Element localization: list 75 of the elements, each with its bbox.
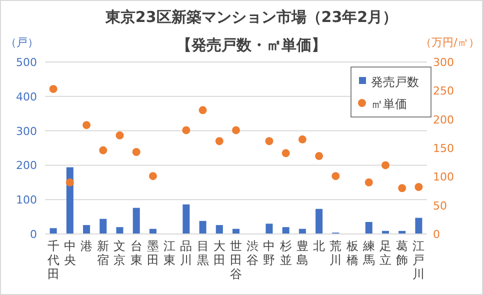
x-tick-label: 目黒: [196, 239, 209, 267]
x-tick-label: 大田: [213, 239, 226, 267]
point: [182, 126, 190, 134]
x-tick-label: 台東: [130, 239, 142, 267]
x-tick-label: 足立: [379, 239, 392, 267]
x-tick-label: 杉並: [278, 239, 292, 267]
point: [116, 131, 124, 140]
point: [215, 137, 224, 146]
point: [198, 106, 207, 114]
point: [315, 152, 324, 160]
y-tick-label: 300: [16, 124, 37, 138]
bar: [365, 222, 372, 234]
bar: [216, 225, 223, 234]
point: [132, 148, 140, 156]
x-tick-label: 港: [80, 239, 93, 253]
bar: [83, 225, 90, 234]
y-tick-label: 200: [16, 159, 37, 172]
point: [148, 172, 157, 180]
point: [298, 135, 306, 144]
chart-subtitle: 【発売戸数・㎡単価】: [176, 36, 326, 54]
y2-tick-label: 150: [433, 142, 454, 155]
x-tick-label: 新宿: [97, 239, 110, 267]
point: [332, 172, 340, 180]
point: [232, 126, 240, 134]
y2-tick-label: 300: [433, 56, 454, 69]
chart-title: 東京23区新築マンション市場（23年2月）: [104, 8, 398, 26]
bar: [266, 224, 273, 234]
point: [265, 137, 274, 146]
y-tick-label: 500: [16, 56, 37, 69]
y-tick-label: 100: [16, 194, 37, 207]
x-tick-label: 江東: [164, 239, 176, 267]
x-tick-label: 渋谷: [246, 239, 259, 267]
x-tick-label: 千代田: [46, 239, 60, 281]
y-tick-label: 400: [16, 90, 37, 104]
x-tick-label: 文京: [114, 239, 126, 267]
bar: [316, 208, 323, 234]
x-tick-label: 豊島: [296, 239, 308, 267]
x-tick-label: 荒川: [330, 239, 342, 267]
x-tick-label: 中央: [64, 239, 76, 267]
point: [364, 178, 373, 186]
legend-label: 発売戸数: [371, 75, 419, 89]
x-tick-label: 板橋: [345, 239, 358, 267]
y2-tick-label: 200: [433, 113, 454, 126]
bar: [100, 218, 107, 234]
bar: [199, 220, 206, 234]
point: [381, 161, 390, 170]
point: [282, 149, 290, 158]
x-tick-label: 練馬: [362, 239, 375, 267]
x-tick-label: 江戸川: [412, 239, 425, 281]
point: [49, 84, 58, 93]
bar: [116, 227, 124, 234]
point: [398, 184, 406, 192]
bar: [282, 227, 290, 234]
bar: [182, 204, 190, 234]
bar: [50, 228, 57, 234]
bar: [132, 208, 140, 234]
x-tick-label: 北: [313, 239, 326, 253]
y2-tick-label: 250: [433, 84, 454, 98]
point: [414, 182, 423, 191]
y-axis-title: （戸）: [6, 36, 38, 49]
y2-tick-label: 100: [433, 170, 454, 184]
legend-label: ㎡単価: [371, 97, 407, 111]
x-tick-label: 葛飾: [396, 239, 408, 267]
y2-tick-label: 50: [433, 199, 447, 212]
x-tick-label: 墨田: [146, 239, 159, 267]
y2-tick-label: 0: [433, 228, 440, 241]
x-tick-label: 中野: [263, 239, 276, 267]
bar: [415, 218, 422, 234]
x-tick-label: 品川: [180, 239, 192, 267]
y-tick-label: 0: [30, 228, 37, 241]
point: [82, 121, 91, 130]
x-tick-label: 世田谷: [230, 239, 242, 281]
point: [99, 146, 108, 154]
y2-axis-title: （万円/㎡）: [420, 36, 480, 49]
point: [66, 178, 74, 186]
